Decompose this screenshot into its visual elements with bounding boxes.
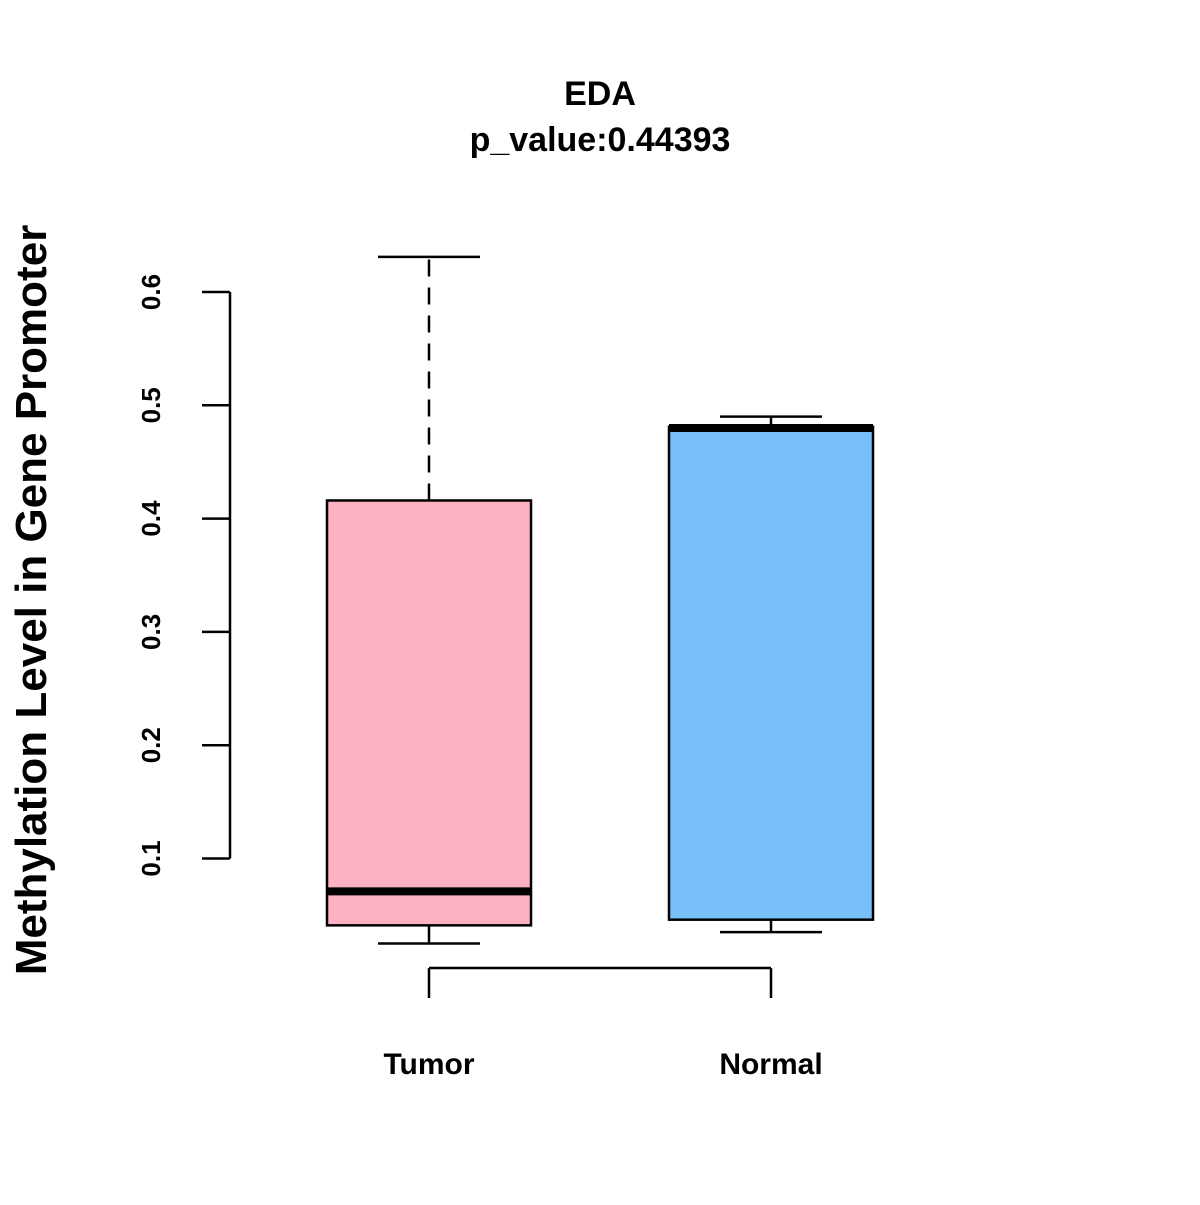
y-tick-label: 0.3	[136, 614, 166, 650]
chart-subtitle: p_value:0.44393	[470, 121, 731, 159]
y-tick-label: 0.5	[136, 387, 166, 423]
boxplot-series	[325, 255, 875, 945]
box-body	[667, 425, 875, 921]
y-axis-label: Methylation Level in Gene Promoter	[7, 225, 56, 976]
x-tick-label: Tumor	[383, 1048, 474, 1081]
x-axis: Tumor Normal	[383, 966, 823, 1081]
y-tick-label: 0.6	[136, 274, 166, 310]
x-tick-label: Normal	[719, 1048, 822, 1081]
box-normal	[667, 415, 875, 934]
y-tick-label: 0.2	[136, 727, 166, 763]
y-tick-label: 0.1	[136, 840, 166, 876]
y-tick-label: 0.4	[136, 500, 166, 537]
chart-title: EDA	[564, 75, 636, 113]
y-axis: 0.1 0.2 0.3 0.4 0.5 0.6	[136, 274, 232, 877]
box-tumor	[325, 255, 533, 945]
box-body	[325, 499, 533, 927]
